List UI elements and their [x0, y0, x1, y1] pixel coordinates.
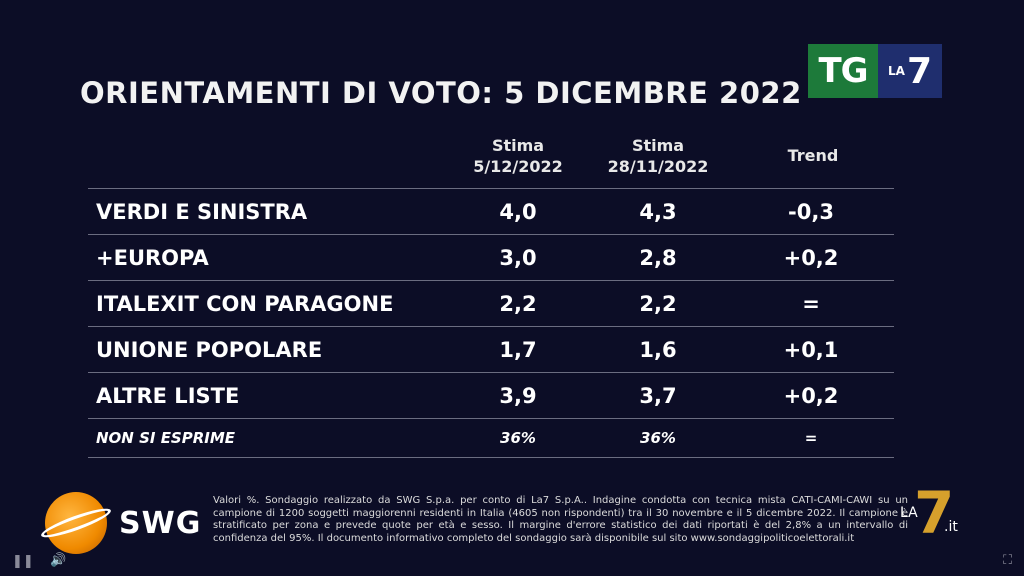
- estimate-previous: 2,8: [639, 246, 677, 270]
- column-header-stima-previous: Stima 28/11/2022: [588, 135, 728, 177]
- column-header-line: Stima: [491, 136, 545, 155]
- table-row: +EUROPA 3,0 2,8 +0,2: [88, 234, 894, 281]
- trend-value: +0,2: [783, 384, 839, 408]
- estimate-previous: 2,2: [639, 292, 677, 316]
- column-header-trend: Trend: [787, 146, 839, 165]
- la7-logo-seven: 7: [906, 50, 932, 92]
- trend-value: =: [804, 429, 818, 447]
- table-row: ITALEXIT CON PARAGONE 2,2 2,2 =: [88, 280, 894, 327]
- swg-logo: SWG: [45, 492, 201, 554]
- estimate-current: 36%: [500, 429, 536, 447]
- column-header-line: Stima: [631, 136, 685, 155]
- trend-value: -0,3: [788, 200, 834, 224]
- column-header-stima-current: Stima 5/12/2022: [448, 135, 588, 177]
- table-row: NON SI ESPRIME 36% 36% =: [88, 418, 894, 458]
- volume-icon[interactable]: 🔊: [50, 553, 67, 568]
- column-header-line: 28/11/2022: [607, 157, 709, 176]
- trend-value: +0,1: [783, 338, 839, 362]
- estimate-current: 3,9: [499, 384, 537, 408]
- party-name: ALTRE LISTE: [96, 384, 240, 408]
- la7-it-watermark: LA 7 .it: [900, 479, 968, 547]
- estimate-current: 2,2: [499, 292, 537, 316]
- la7-logo-la: LA: [888, 64, 905, 78]
- estimate-current: 3,0: [499, 246, 537, 270]
- swg-logo-text: SWG: [119, 505, 202, 541]
- party-name: ITALEXIT CON PARAGONE: [96, 292, 394, 316]
- estimate-previous: 36%: [640, 429, 676, 447]
- party-name: +EUROPA: [96, 246, 209, 270]
- swg-globe-icon: [45, 492, 107, 554]
- estimate-current: 1,7: [499, 338, 537, 362]
- party-name: VERDI E SINISTRA: [96, 200, 308, 224]
- table-row: ALTRE LISTE 3,9 3,7 +0,2: [88, 372, 894, 419]
- party-name: NON SI ESPRIME: [96, 429, 236, 447]
- estimate-current: 4,0: [499, 200, 537, 224]
- methodology-footnote: Valori %. Sondaggio realizzato da SWG S.…: [213, 495, 908, 544]
- column-header-line: 5/12/2022: [473, 157, 563, 176]
- trend-value: +0,2: [783, 246, 839, 270]
- tg-logo-mark: TG: [808, 44, 878, 98]
- watermark-it: .it: [944, 519, 958, 535]
- table-row: UNIONE POPOLARE 1,7 1,6 +0,1: [88, 326, 894, 373]
- page-title: ORIENTAMENTI DI VOTO: 5 DICEMBRE 2022: [80, 76, 802, 110]
- trend-value: =: [802, 292, 820, 316]
- fullscreen-icon[interactable]: ⛶: [1003, 553, 1013, 568]
- watermark-seven: 7: [914, 479, 955, 547]
- table-row: VERDI E SINISTRA 4,0 4,3 -0,3: [88, 188, 894, 235]
- watermark-la: LA: [900, 505, 918, 521]
- la7-logo-mark: LA 7: [878, 44, 942, 98]
- pause-icon[interactable]: ❚❚: [12, 554, 34, 569]
- party-name: UNIONE POPOLARE: [96, 338, 323, 362]
- tg-la7-logo: TG LA 7: [808, 44, 942, 98]
- estimate-previous: 4,3: [639, 200, 677, 224]
- estimate-previous: 1,6: [639, 338, 677, 362]
- estimate-previous: 3,7: [639, 384, 677, 408]
